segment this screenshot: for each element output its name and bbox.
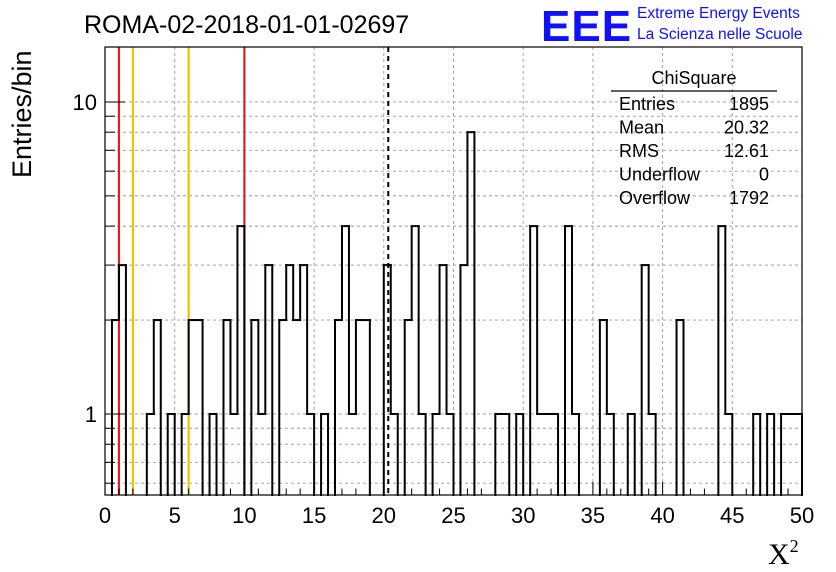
stats-rows: Entries 1895 Mean 20.32 RMS 12.61 Underflow 0 Ov… [619,94,769,208]
x-tick-label: 0 [99,503,111,528]
x-tick-label: 30 [511,503,535,528]
logo-line-1: Extreme Energy Events [637,5,800,22]
logo-line-2: La Scienza nelle Scuole [637,26,802,43]
axis-ticks [104,101,803,495]
stats-row-value: 12.61 [724,141,769,161]
stats-row-label: Underflow [619,165,701,185]
stats-row-value: 0 [759,165,769,185]
y-tick-labels: 1 10 [73,90,97,427]
x-tick-label: 10 [232,503,256,528]
x-tick-label: 45 [720,503,744,528]
x-tick-label: 5 [169,503,181,528]
chart-title: ROMA-02-2018-01-01-02697 [84,11,409,39]
x-tick-label: 15 [302,503,326,528]
stats-row-value: 1792 [729,188,769,208]
y-tick-label: 10 [73,90,97,115]
x-tick-label: 20 [372,503,396,528]
stats-box: ChiSquare Entries 1895 Mean 20.32 RMS 12.61 Un… [611,68,777,208]
stats-row-label: RMS [619,141,659,161]
x-tick-label: 25 [441,503,465,528]
stats-title: ChiSquare [651,68,736,88]
stats-row-label: Entries [619,94,675,114]
logo-eee: EEE [541,2,632,51]
x-axis-label: X2 [768,536,799,571]
stats-row-value: 20.32 [724,118,769,138]
stats-row-label: Mean [619,118,664,138]
x-tick-label: 40 [650,503,674,528]
histogram [110,131,803,496]
x-tick-label: 50 [790,503,814,528]
stats-row-value: 1895 [729,94,769,114]
stats-row-label: Overflow [619,188,691,208]
x-tick-labels: 0 5 10 15 20 25 30 35 40 45 50 [99,503,814,528]
y-axis-label: Entries/bin [7,50,37,178]
y-tick-label: 1 [85,402,97,427]
x-tick-label: 35 [581,503,605,528]
